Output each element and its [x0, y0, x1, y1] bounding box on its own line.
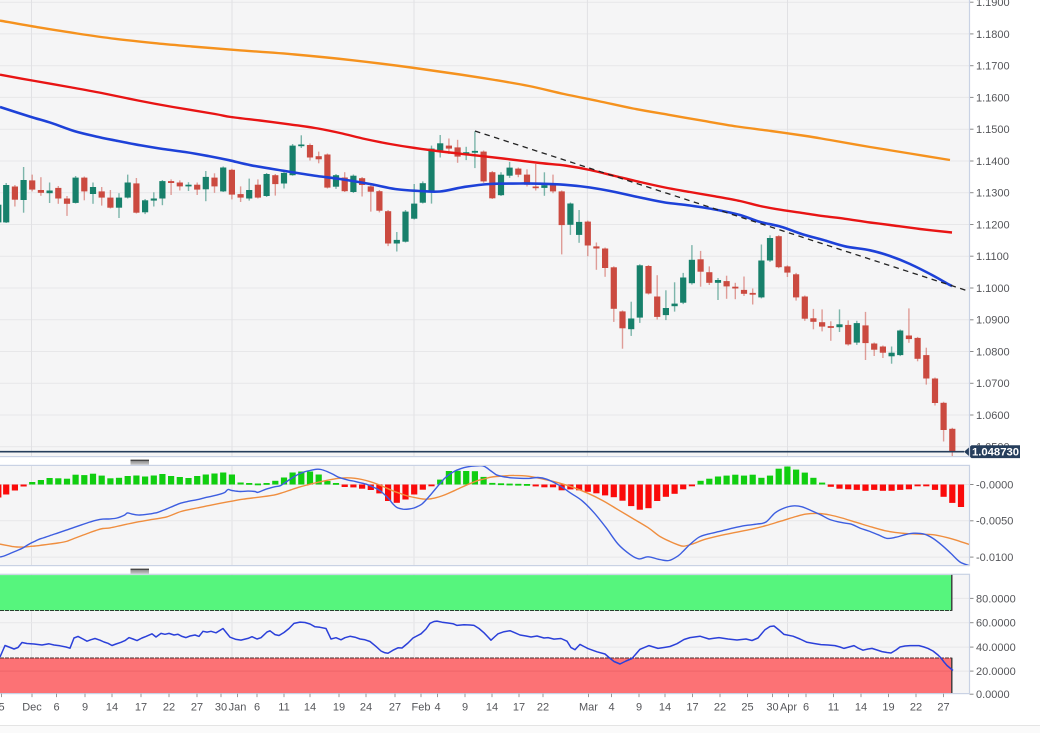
- svg-text:19: 19: [882, 702, 894, 714]
- svg-text:40.0000: 40.0000: [976, 642, 1016, 654]
- svg-text:11: 11: [828, 702, 839, 714]
- svg-text:4: 4: [608, 702, 614, 714]
- svg-text:1.048730: 1.048730: [972, 447, 1019, 459]
- svg-text:6: 6: [803, 702, 809, 714]
- svg-text:1.1800: 1.1800: [976, 29, 1010, 41]
- svg-text:Jan: Jan: [229, 702, 247, 714]
- svg-text:-0.0050: -0.0050: [976, 516, 1013, 528]
- svg-text:24: 24: [360, 702, 372, 714]
- svg-text:22: 22: [714, 702, 726, 714]
- svg-text:27: 27: [937, 702, 949, 714]
- svg-text:9: 9: [82, 702, 88, 714]
- svg-text:17: 17: [135, 702, 147, 714]
- svg-text:1.1600: 1.1600: [976, 92, 1010, 104]
- svg-text:27: 27: [191, 702, 203, 714]
- svg-text:1.1300: 1.1300: [976, 188, 1010, 200]
- svg-text:22: 22: [910, 702, 922, 714]
- svg-text:9: 9: [462, 702, 468, 714]
- svg-text:4: 4: [434, 702, 440, 714]
- svg-text:6: 6: [53, 702, 59, 714]
- svg-text:1.1200: 1.1200: [976, 219, 1010, 231]
- svg-text:5: 5: [0, 702, 5, 714]
- svg-text:1.1400: 1.1400: [976, 156, 1010, 168]
- svg-text:14: 14: [106, 702, 118, 714]
- svg-text:22: 22: [537, 702, 549, 714]
- svg-text:0.0000: 0.0000: [976, 689, 1010, 701]
- svg-text:9: 9: [636, 702, 642, 714]
- svg-text:17: 17: [686, 702, 698, 714]
- svg-text:30: 30: [215, 702, 227, 714]
- svg-text:27: 27: [389, 702, 401, 714]
- svg-text:1.1900: 1.1900: [976, 0, 1010, 9]
- svg-text:1.0700: 1.0700: [976, 378, 1010, 390]
- svg-text:Dec: Dec: [22, 702, 42, 714]
- svg-text:25: 25: [741, 702, 753, 714]
- svg-text:20.0000: 20.0000: [976, 666, 1016, 678]
- svg-text:1.0900: 1.0900: [976, 315, 1010, 327]
- svg-text:1.1000: 1.1000: [976, 283, 1010, 295]
- svg-text:1.0800: 1.0800: [976, 346, 1010, 358]
- svg-text:14: 14: [486, 702, 498, 714]
- svg-text:14: 14: [659, 702, 671, 714]
- svg-text:14: 14: [304, 702, 316, 714]
- svg-text:Feb: Feb: [412, 702, 431, 714]
- svg-text:22: 22: [163, 702, 175, 714]
- svg-text:11: 11: [278, 702, 289, 714]
- svg-text:1.1500: 1.1500: [976, 124, 1010, 136]
- svg-text:14: 14: [855, 702, 867, 714]
- svg-text:60.0000: 60.0000: [976, 618, 1016, 630]
- svg-text:80.0000: 80.0000: [976, 593, 1016, 605]
- svg-text:6: 6: [254, 702, 260, 714]
- svg-text:Apr: Apr: [780, 702, 797, 714]
- svg-text:-0.0000: -0.0000: [976, 479, 1013, 491]
- svg-text:19: 19: [333, 702, 345, 714]
- svg-text:-0.0100: -0.0100: [976, 552, 1013, 564]
- svg-text:1.1700: 1.1700: [976, 61, 1010, 73]
- svg-text:1.0600: 1.0600: [976, 410, 1010, 422]
- svg-text:Mar: Mar: [579, 702, 598, 714]
- svg-text:1.1100: 1.1100: [976, 251, 1009, 263]
- svg-text:30: 30: [766, 702, 778, 714]
- svg-text:17: 17: [513, 702, 525, 714]
